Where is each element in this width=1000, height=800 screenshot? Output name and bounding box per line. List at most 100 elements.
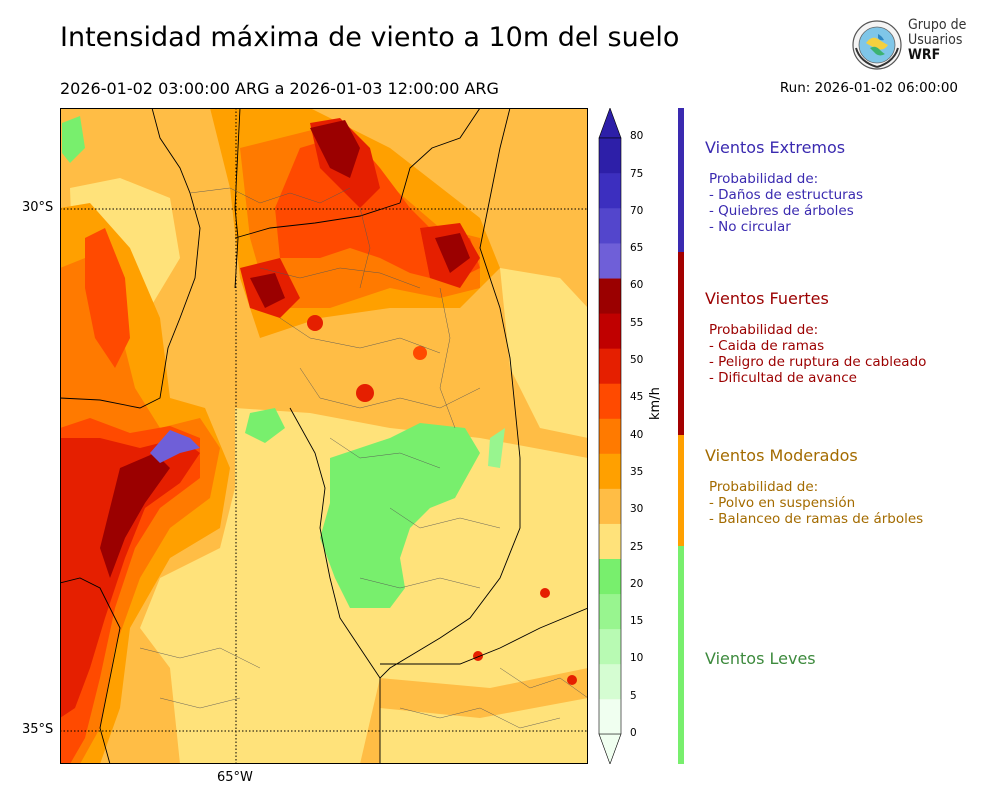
category-extremos: Vientos Extremos Probabilidad de: - Daño… (705, 138, 863, 235)
colorbar-segment (599, 628, 621, 665)
colorbar-tick-label: 45 (630, 391, 644, 404)
hotspot-6 (567, 675, 577, 685)
colorbar-max-extension (598, 108, 622, 139)
colorbar-unit: km/h (648, 387, 663, 420)
desc-line: - Peligro de ruptura de cableado (709, 354, 927, 370)
colorbar-tick-label: 60 (630, 279, 644, 292)
hotspot-2 (413, 346, 427, 360)
logo-text: Grupo de Usuarios WRF (908, 18, 966, 63)
category-color-bar (678, 108, 684, 764)
field-50-55-nw (85, 228, 130, 368)
category-fuertes: Vientos Fuertes Probabilidad de: - Caida… (705, 289, 926, 386)
desc-line: - Daños de estructuras (709, 187, 864, 203)
field-60-65-ne (435, 233, 470, 273)
category-extremos-title: Vientos Extremos (705, 138, 846, 157)
logo-line-1: Grupo de (908, 17, 967, 33)
page-title: Intensidad máxima de viento a 10m del su… (60, 22, 680, 53)
category-moderados-title: Vientos Moderados (705, 446, 858, 465)
colorbar-tick-label: 20 (630, 577, 644, 590)
desc-line: - Dificultad de avance (709, 370, 857, 386)
colorbar-segment (599, 418, 621, 454)
hotspot-4 (540, 588, 550, 598)
field-25-30-east (500, 268, 588, 438)
colorbar-segment (599, 488, 621, 524)
category-moderados: Vientos Moderados Probabilidad de: - Pol… (705, 446, 923, 527)
colorbar-segment (599, 663, 621, 700)
desc-line: Probabilidad de: (709, 479, 819, 495)
colorbar-tick-label: 55 (630, 316, 644, 329)
desc-line: - Polvo en suspensión (709, 495, 856, 511)
category-leves-title: Vientos Leves (705, 649, 816, 668)
department-borders (139, 187, 588, 729)
colorbar-segment (599, 698, 621, 735)
colorbar-segment (599, 383, 621, 419)
desc-line: Probabilidad de: (709, 322, 819, 338)
colorbar-tick-label: 75 (630, 167, 644, 180)
colorbar-tick-label: 5 (630, 689, 637, 702)
colorbar-segment (599, 313, 621, 349)
field-55-60-west (60, 438, 200, 718)
colorbar-tick-label: 80 (630, 130, 644, 143)
colorbar-segment (599, 243, 621, 279)
colorbar-tick-label: 70 (630, 204, 644, 217)
category-bar-segment (678, 546, 684, 764)
lat-label-30s: 30°S (22, 200, 54, 215)
map-frame (60, 108, 588, 764)
category-moderados-desc: Probabilidad de: - Polvo en suspensión -… (705, 479, 923, 527)
field-65-plus-core (150, 430, 200, 463)
colorbar-segment (599, 558, 621, 595)
field-60-65-west (100, 453, 170, 578)
colorbar-tick-label: 30 (630, 503, 644, 516)
country-borders (60, 108, 588, 764)
logo-line-2: Usuarios (908, 32, 963, 48)
colorbar-tick-label: 25 (630, 540, 644, 553)
colorbar-segment (599, 278, 621, 314)
category-fuertes-title: Vientos Fuertes (705, 289, 829, 308)
colorbar-segment (599, 593, 621, 630)
colorbar-frame (598, 137, 622, 735)
colorbar-tick-label: 65 (630, 242, 644, 255)
colorbar-tick-label: 0 (630, 727, 637, 739)
category-fuertes-desc: Probabilidad de: - Caida de ramas - Peli… (705, 322, 926, 386)
forecast-period: 2026-01-02 03:00:00 ARG a 2026-01-03 12:… (60, 79, 499, 98)
colorbar-segment (599, 173, 621, 209)
desc-line: - No circular (709, 219, 791, 235)
field-green-central (320, 423, 480, 608)
grupo-usuarios-wrf-logo: Grupo de Usuarios WRF (850, 16, 970, 72)
colorbar-tick-label: 10 (630, 652, 644, 665)
field-green-small-2 (488, 428, 505, 468)
category-extremos-desc: Probabilidad de: - Daños de estructuras … (705, 171, 863, 235)
lon-label-65w: 65°W (217, 770, 253, 785)
field-60-65-center (250, 273, 285, 308)
run-time: Run: 2026-01-02 06:00:00 (779, 80, 958, 96)
category-bar-segment (678, 108, 684, 252)
colorbar-segment (599, 348, 621, 384)
hotspot-1 (356, 384, 374, 402)
desc-line: Probabilidad de: (709, 171, 819, 187)
colorbar-tick-label: 50 (630, 354, 644, 366)
category-bar-segment (678, 435, 684, 546)
lat-label-35s: 35°S (22, 722, 54, 737)
hotspot-3 (307, 315, 323, 331)
colorbar-tick-label: 15 (630, 615, 644, 628)
category-bar-segment (678, 252, 684, 435)
colorbar-tick-label: 35 (630, 465, 644, 478)
category-leves: Vientos Leves (705, 649, 816, 668)
field-green-nw (62, 116, 85, 163)
wind-intensity-map (60, 108, 588, 764)
colorbar (598, 108, 622, 764)
field-60-65-north (310, 120, 360, 178)
globe-logo-icon (852, 20, 902, 70)
logo-line-3: WRF (908, 47, 941, 63)
desc-line: - Quiebres de árboles (709, 203, 854, 219)
colorbar-segment (599, 208, 621, 244)
desc-line: - Caida de ramas (709, 338, 825, 354)
colorbar-min-extension (598, 733, 622, 764)
colorbar-segment (599, 138, 621, 174)
colorbar-tick-label: 40 (630, 428, 644, 441)
colorbar-segment (599, 453, 621, 489)
hotspot-5 (473, 651, 483, 661)
field-green-small-1 (245, 408, 285, 443)
desc-line: - Balanceo de ramas de árboles (709, 511, 924, 527)
colorbar-segment (599, 523, 621, 560)
